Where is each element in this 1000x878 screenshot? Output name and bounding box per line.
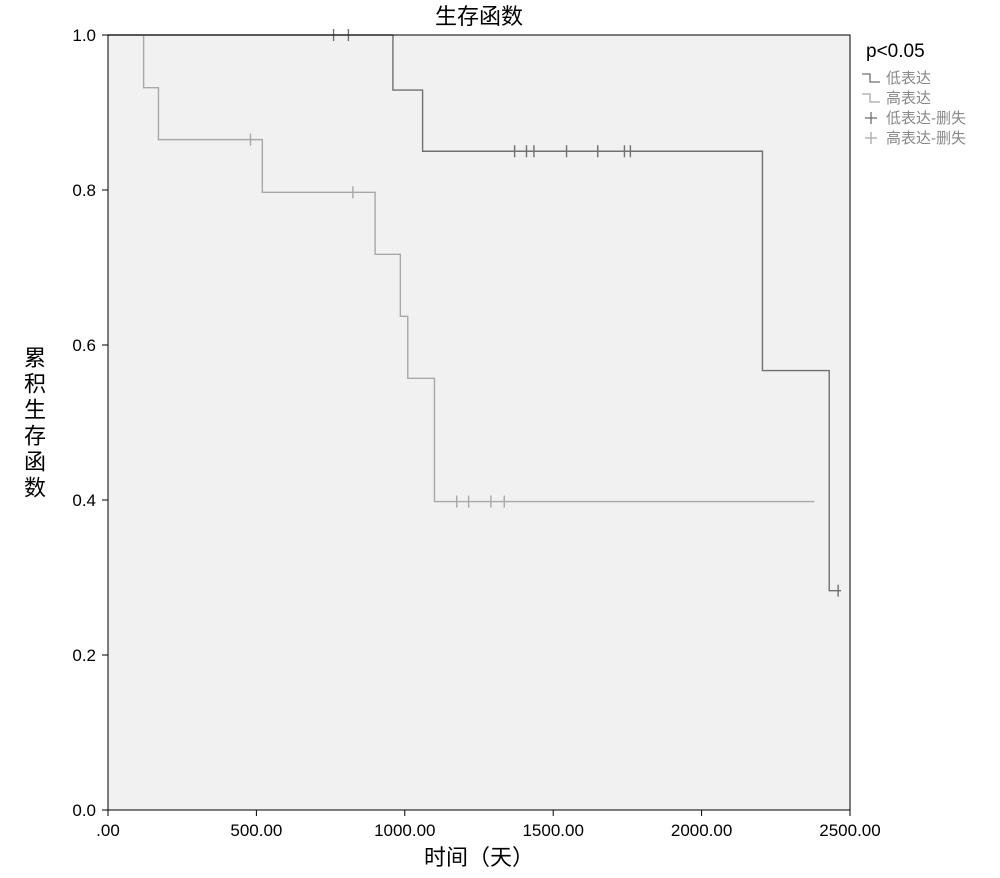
y-tick-label: 0.0: [72, 801, 96, 820]
y-tick-label: 0.2: [72, 646, 96, 665]
y-axis-label-char: 存: [24, 423, 46, 448]
y-axis-label-char: 生: [24, 397, 46, 422]
y-axis-label: 累积生存函数: [24, 345, 46, 500]
y-tick-label: 0.8: [72, 181, 96, 200]
y-axis-label-char: 函: [24, 449, 46, 474]
y-tick-label: 0.6: [72, 336, 96, 355]
legend-label: 低表达-删失: [886, 110, 966, 127]
x-tick-label: 2000.00: [671, 821, 732, 840]
x-tick-label: 1000.00: [374, 821, 435, 840]
legend-label: 高表达-删失: [886, 130, 966, 147]
y-tick-label: 1.0: [72, 26, 96, 45]
legend-label: 高表达: [886, 90, 931, 107]
x-tick-label: .00: [96, 821, 120, 840]
legend-label: 低表达: [886, 70, 931, 87]
legend: 低表达高表达低表达-删失高表达-删失: [862, 70, 966, 147]
chart-title: 生存函数: [435, 4, 523, 29]
p-value-label: p<0.05: [866, 41, 925, 62]
x-axis-label: 时间（天）: [424, 845, 534, 870]
y-axis-label-char: 累: [24, 345, 46, 370]
x-tick-label: 1500.00: [522, 821, 583, 840]
legend-step-icon: [862, 94, 880, 102]
x-tick-label: 500.00: [230, 821, 282, 840]
survival-chart: .00 500.00 1000.00 1500.00 2000.00 2500.00 0.0…: [0, 0, 1000, 878]
x-tick-label: 2500.00: [819, 821, 880, 840]
y-axis-label-char: 积: [24, 371, 46, 396]
y-tick-label: 0.4: [72, 491, 96, 510]
y-axis-label-char: 数: [24, 475, 46, 500]
legend-step-icon: [862, 74, 880, 82]
